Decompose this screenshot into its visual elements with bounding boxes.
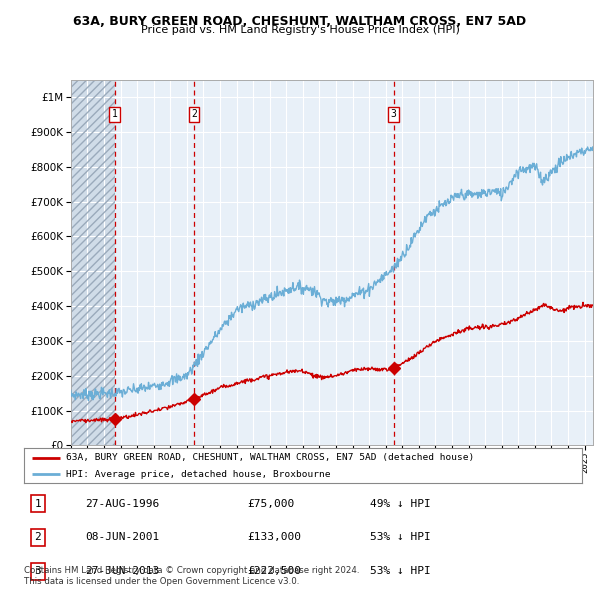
Bar	[71, 80, 115, 445]
Text: 2: 2	[191, 109, 197, 119]
Text: 27-JUN-2013: 27-JUN-2013	[85, 566, 160, 576]
Text: 1: 1	[35, 499, 41, 509]
Text: 1: 1	[112, 109, 118, 119]
Text: 08-JUN-2001: 08-JUN-2001	[85, 532, 160, 542]
Text: 27-AUG-1996: 27-AUG-1996	[85, 499, 160, 509]
Text: Contains HM Land Registry data © Crown copyright and database right 2024.: Contains HM Land Registry data © Crown c…	[24, 566, 359, 575]
Text: 3: 3	[391, 109, 397, 119]
Text: Price paid vs. HM Land Registry's House Price Index (HPI): Price paid vs. HM Land Registry's House …	[140, 25, 460, 35]
Text: 2: 2	[35, 532, 41, 542]
Text: 63A, BURY GREEN ROAD, CHESHUNT, WALTHAM CROSS, EN7 5AD (detached house): 63A, BURY GREEN ROAD, CHESHUNT, WALTHAM …	[66, 454, 474, 463]
Text: £222,500: £222,500	[247, 566, 301, 576]
Text: 53% ↓ HPI: 53% ↓ HPI	[370, 532, 431, 542]
Text: £75,000: £75,000	[247, 499, 295, 509]
Text: 3: 3	[35, 566, 41, 576]
Text: 53% ↓ HPI: 53% ↓ HPI	[370, 566, 431, 576]
Text: £133,000: £133,000	[247, 532, 301, 542]
Text: This data is licensed under the Open Government Licence v3.0.: This data is licensed under the Open Gov…	[24, 577, 299, 586]
Text: 63A, BURY GREEN ROAD, CHESHUNT, WALTHAM CROSS, EN7 5AD: 63A, BURY GREEN ROAD, CHESHUNT, WALTHAM …	[73, 15, 527, 28]
Text: HPI: Average price, detached house, Broxbourne: HPI: Average price, detached house, Brox…	[66, 470, 331, 478]
Text: 49% ↓ HPI: 49% ↓ HPI	[370, 499, 431, 509]
